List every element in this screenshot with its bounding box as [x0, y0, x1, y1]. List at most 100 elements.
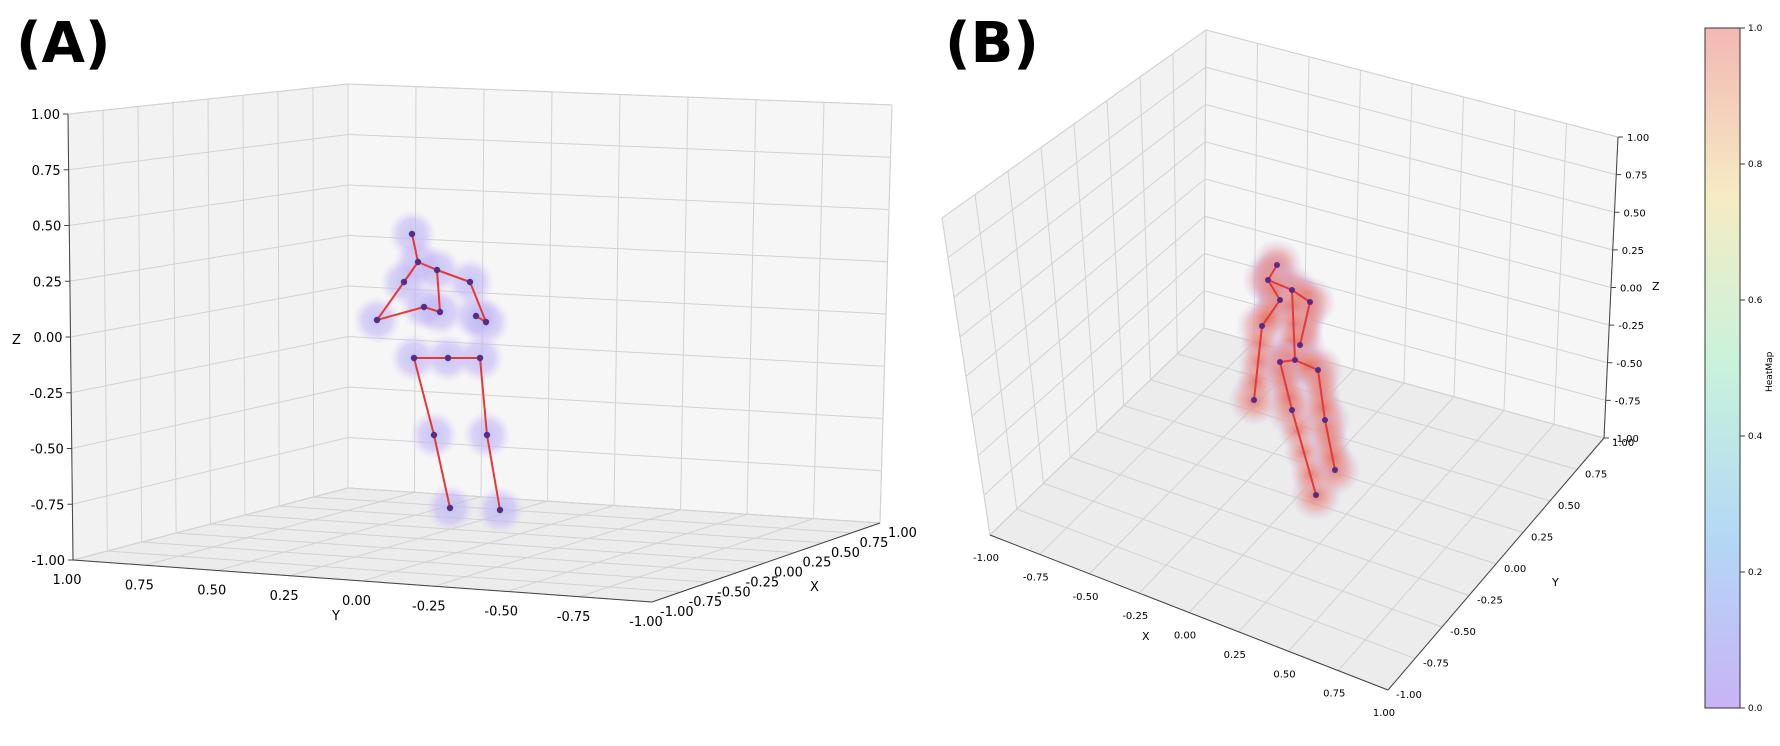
joint: [433, 266, 441, 274]
z-tick-label: 1.00: [31, 108, 60, 123]
x-tick-label: 1.00: [1373, 708, 1395, 719]
bone: [1291, 289, 1296, 361]
x-tick-label: 0.25: [1224, 650, 1246, 661]
joint: [1307, 299, 1313, 305]
grid-line: [983, 290, 1205, 496]
z-tick-label: 0.00: [34, 331, 63, 346]
z-tick-label: 0.00: [1620, 284, 1642, 295]
joint: [1315, 367, 1321, 373]
x-tick-label: -0.50: [1073, 592, 1099, 603]
z-tick-label: 1.00: [1627, 133, 1649, 144]
joint: [1259, 323, 1265, 329]
grid-line: [277, 91, 280, 507]
x-tick-label: -1.00: [660, 605, 694, 620]
joint: [436, 308, 444, 316]
colorbar-tick-label: 0.0: [1748, 704, 1763, 714]
grid-line: [1403, 83, 1413, 384]
z-tick-label: 0.50: [32, 220, 61, 235]
joint: [430, 431, 438, 439]
grid-line: [1172, 53, 1178, 354]
z-tick-label: -0.75: [31, 498, 65, 513]
grid-line: [879, 104, 893, 524]
colorbar-ticks: 1.0 0.8 0.6 0.4 0.2 0.0: [1740, 24, 1763, 714]
panel-a-z-ticks: 1.00 0.75 0.50 0.25 0.00 -0.25 -0.50 -0.75 -1.00: [29, 108, 73, 569]
bone: [469, 281, 487, 323]
colorbar-tick-label: 0.6: [1748, 296, 1763, 306]
panel-a-joints: [373, 230, 504, 514]
z-tick-label: -1.00: [31, 554, 65, 569]
y-tick-label: 0.25: [270, 589, 299, 604]
bone: [1324, 419, 1336, 471]
grid-line: [1073, 123, 1098, 432]
panel-label-a: (A): [16, 11, 111, 76]
x-axis-line: [651, 522, 881, 603]
bone: [1279, 361, 1293, 411]
joint: [466, 278, 474, 286]
bone: [1299, 301, 1311, 346]
bone: [433, 434, 451, 509]
grid-line: [1106, 100, 1125, 406]
y-tick-label: -0.75: [557, 610, 591, 625]
grid-line: [1553, 123, 1567, 425]
panel-a-plot: 1.000.750.500.250.00-0.25-0.50-0.75-1.00…: [12, 83, 917, 630]
joint: [472, 312, 480, 320]
z-tick-label: -0.50: [1617, 359, 1643, 370]
z-tick-label: 0.75: [1625, 171, 1647, 182]
x-tick-label: -0.75: [1023, 572, 1049, 583]
bone: [436, 269, 441, 313]
grid-line: [971, 215, 1206, 417]
panel-b-y-axis-label: Y: [1551, 576, 1559, 589]
joint: [1277, 297, 1283, 303]
joint: [414, 258, 422, 266]
panel-a-x-axis-label: X: [810, 580, 819, 595]
y-tick-label: -0.25: [1477, 596, 1503, 607]
bone: [376, 306, 425, 321]
colorbar-bar: [1704, 27, 1741, 709]
x-tick-label: -1.00: [973, 553, 999, 564]
y-tick-label: 0.75: [125, 578, 154, 593]
grid-line: [312, 87, 315, 498]
grid-line: [313, 496, 852, 534]
panel-a-grid: [67, 83, 893, 603]
bone: [1317, 369, 1326, 421]
panel-a-y-ticks: 1.00 0.75 0.50 0.25 0.00 -0.25 -0.50 -0.75 -1.00: [53, 573, 663, 630]
x-tick-label: -0.25: [1122, 611, 1148, 622]
bone: [436, 269, 471, 283]
grid-line: [244, 514, 795, 554]
grid-line: [1453, 96, 1464, 397]
bone: [413, 357, 435, 436]
grid-line: [1337, 423, 1555, 671]
grid-line: [279, 505, 824, 544]
grid-line: [1288, 410, 1505, 652]
joint: [1265, 277, 1271, 283]
joint: [1297, 342, 1303, 348]
y-tick-label: -1.00: [1396, 690, 1422, 701]
bone: [1294, 359, 1319, 371]
colorbar-tick-label: 0.8: [1748, 160, 1763, 170]
colorbar: 1.0 0.8 0.6 0.4 0.2 0.0 HeatMap: [1704, 24, 1775, 714]
joint: [420, 303, 428, 311]
bone: [1267, 279, 1293, 291]
colorbar-tick-label: 1.0: [1748, 24, 1763, 34]
grid-line: [71, 386, 349, 449]
x-tick-label: -0.50: [717, 585, 751, 600]
grid-line: [434, 509, 681, 587]
bone: [376, 281, 405, 321]
grid-line: [210, 523, 767, 563]
panel-b-z-ticks: 1.00 0.75 0.50 0.25 0.00 -0.25 -0.50 -0.75 -1.00: [1604, 133, 1649, 445]
y-tick-label: 0.75: [1585, 470, 1607, 481]
grid-line: [207, 98, 211, 525]
joint: [444, 354, 452, 362]
z-tick-label: -0.50: [30, 443, 64, 458]
grid-line: [1203, 29, 1207, 329]
x-tick-label: 1.00: [888, 526, 917, 541]
grid-line: [613, 94, 621, 506]
z-tick-label: -0.25: [29, 387, 63, 402]
bone: [1267, 279, 1281, 301]
panel-b-joints: [1251, 262, 1338, 498]
bone: [417, 261, 438, 271]
grid-line: [1238, 396, 1455, 633]
colorbar-tick-label: 0.4: [1748, 432, 1763, 442]
x-tick-label: 0.75: [1323, 689, 1345, 700]
